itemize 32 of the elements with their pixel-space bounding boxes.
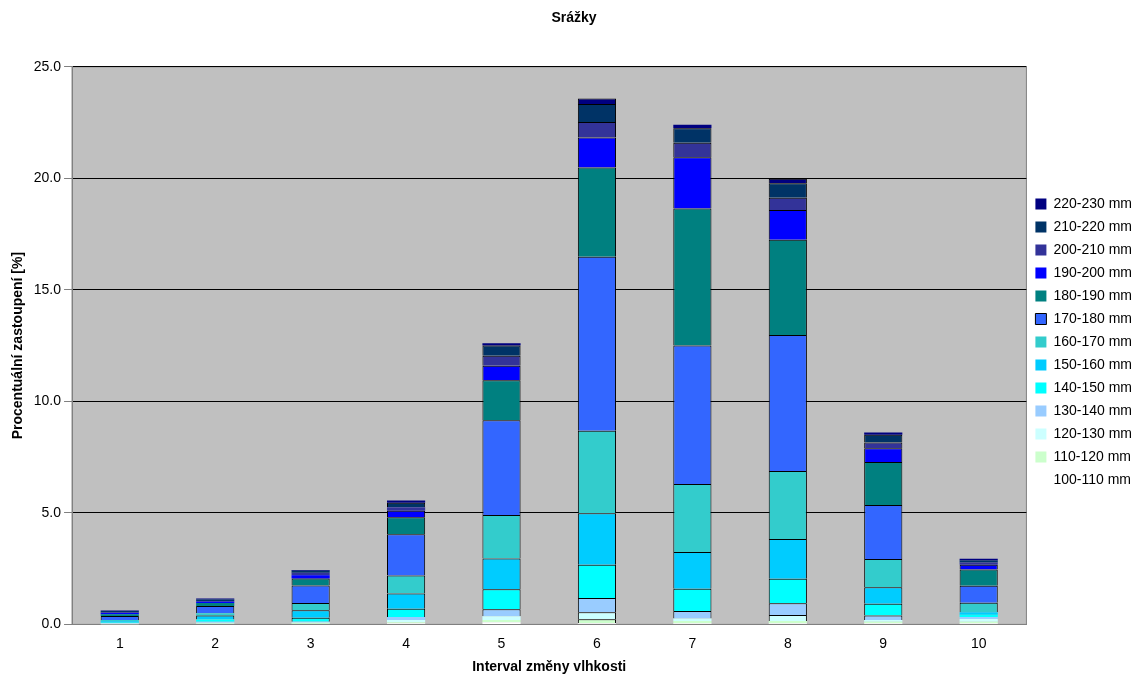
legend-label: 110-120 mm (1053, 447, 1131, 464)
legend-label: 140-150 mm (1053, 378, 1132, 395)
y-tick-label: 5.0 (41, 503, 62, 520)
x-axis-title: Interval změny vlhkosti (472, 658, 627, 675)
x-tick-label: 2 (211, 634, 220, 651)
legend-label: 220-230 mm (1053, 194, 1132, 211)
y-tick-label: 15.0 (33, 280, 62, 297)
x-tick-label: 8 (783, 634, 792, 651)
y-tick-label: 10.0 (33, 392, 62, 409)
x-tick-label: 6 (593, 634, 602, 651)
x-tick-label: 1 (115, 634, 124, 651)
legend-label: 160-170 mm (1053, 332, 1132, 349)
legend-label: 200-210 mm (1053, 240, 1132, 257)
x-tick-label: 9 (879, 634, 888, 651)
legend-label: 120-130 mm (1053, 424, 1132, 441)
legend-label: 150-160 mm (1053, 355, 1132, 372)
x-tick-label: 3 (306, 634, 315, 651)
x-tick-label: 5 (497, 634, 506, 651)
y-tick-label: 20.0 (33, 169, 62, 186)
legend-label: 180-190 mm (1053, 286, 1132, 303)
legend-label: 210-220 mm (1053, 217, 1132, 234)
y-axis-title: Procentuální zastoupení [%] (9, 251, 26, 440)
legend-label: 170-180 mm (1053, 309, 1132, 326)
chart-title: Srážky (551, 9, 597, 26)
x-tick-label: 10 (970, 634, 987, 651)
x-tick-label: 7 (688, 634, 697, 651)
legend-label: 190-200 mm (1053, 263, 1132, 280)
legend-label: 130-140 mm (1053, 401, 1132, 418)
y-tick-label: 0.0 (41, 615, 62, 632)
text: 100-110 mm (1053, 470, 1131, 487)
y-tick-label: 25.0 (33, 57, 62, 74)
x-tick-label: 4 (402, 634, 411, 651)
